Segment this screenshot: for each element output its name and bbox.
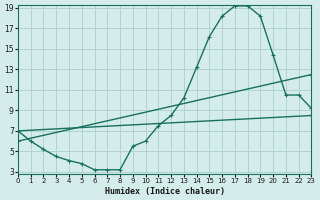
X-axis label: Humidex (Indice chaleur): Humidex (Indice chaleur) xyxy=(105,187,225,196)
